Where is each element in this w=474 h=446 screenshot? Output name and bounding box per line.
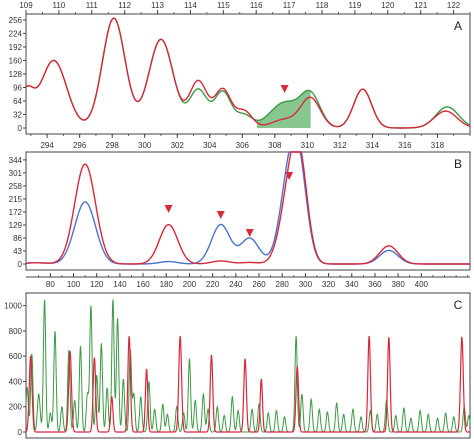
panel-b-chart: 344 301 258 215 172 129 86 43 0 B	[9, 151, 471, 271]
panel-c-label: C	[454, 298, 463, 312]
y-tick-label: 256	[9, 16, 23, 25]
x-tick-label: 80	[46, 280, 55, 289]
y-tick-label: 0	[18, 428, 23, 437]
x-tick-label: 119	[349, 1, 362, 10]
y-tick-label: 400	[9, 377, 23, 386]
panel-a-y-axis: 256 224 192 160 128 96 64 32 0	[9, 16, 26, 133]
x-tick-label: 340	[345, 280, 359, 289]
peak-arrow-marker	[285, 172, 294, 180]
x-tick-label: 114	[184, 1, 197, 10]
x-tick-label: 121	[414, 1, 428, 10]
y-tick-label: 128	[9, 70, 23, 79]
x-tick-label: 116	[250, 1, 263, 10]
x-tick-label: 300	[138, 141, 152, 150]
x-tick-label: 298	[106, 141, 120, 150]
panel-b-frame	[25, 151, 471, 271]
x-tick-label: 310	[301, 141, 315, 150]
x-tick-label: 312	[333, 141, 347, 150]
y-tick-label: 258	[9, 182, 23, 191]
panel-c-y-axis: 1000 800 600 400 200 0	[4, 302, 26, 437]
peak-arrow-marker	[245, 229, 254, 237]
x-tick-label: 260	[252, 280, 266, 289]
x-tick-label: 117	[283, 1, 296, 10]
panel-a-label: A	[454, 19, 462, 33]
peak-arrow-marker	[280, 85, 289, 93]
x-tick-label: 200	[183, 280, 197, 289]
x-tick-label: 302	[171, 141, 185, 150]
y-tick-label: 172	[9, 208, 23, 217]
y-tick-label: 344	[9, 156, 23, 165]
y-tick-label: 96	[13, 83, 22, 92]
panel-a-series-green	[25, 17, 471, 129]
panel-b-label: B	[454, 157, 462, 171]
x-tick-label: 109	[19, 1, 33, 10]
peak-arrow-marker	[164, 205, 173, 213]
x-tick-label: 400	[415, 280, 429, 289]
x-tick-label: 380	[391, 280, 405, 289]
panel-a-arrows	[280, 85, 289, 93]
x-tick-label: 240	[229, 280, 243, 289]
x-tick-label: 304	[203, 141, 217, 150]
x-tick-label: 111	[86, 1, 99, 10]
y-tick-label: 86	[13, 234, 22, 243]
x-tick-label: 360	[368, 280, 382, 289]
y-tick-label: 192	[9, 43, 23, 52]
x-tick-label: 320	[322, 280, 336, 289]
x-tick-label: 110	[53, 1, 66, 10]
x-tick-label: 314	[366, 141, 380, 150]
x-tick-label: 120	[90, 280, 104, 289]
y-tick-label: 600	[9, 352, 23, 361]
y-tick-label: 32	[13, 110, 22, 119]
panel-a-series-red	[25, 17, 471, 129]
panel-a-top-axis: 109 110 111 112 113 114 115 116 117 118 119 120 121 1…	[19, 1, 471, 14]
y-tick-label: 0	[18, 260, 23, 269]
x-tick-label: 296	[73, 141, 87, 150]
x-tick-label: 113	[151, 1, 164, 10]
x-tick-label: 180	[160, 280, 174, 289]
x-tick-label: 115	[217, 1, 230, 10]
x-tick-label: 220	[206, 280, 220, 289]
x-tick-label: 112	[118, 1, 131, 10]
y-tick-label: 200	[9, 403, 23, 412]
panel-c-top-axis: 80 100 120 140 160 180 200 220 240 260 280 300 320 34…	[26, 273, 470, 289]
x-tick-label: 122	[447, 1, 461, 10]
panel-c-chart: 80 100 120 140 160 180 200 220 240 260 280 300 320 34…	[4, 273, 471, 439]
y-tick-label: 800	[9, 327, 23, 336]
panel-a-shaded-peak	[256, 90, 311, 128]
x-tick-label: 140	[113, 280, 127, 289]
y-tick-label: 301	[9, 169, 23, 178]
y-tick-label: 64	[13, 97, 22, 106]
panel-c-frame	[25, 292, 471, 439]
y-tick-label: 43	[13, 247, 22, 256]
panel-b-y-axis: 344 301 258 215 172 129 86 43 0	[9, 156, 26, 269]
panel-a-bottom-axis: 294 296 298 300 302 304 306 308 310 312 314 316 318	[30, 134, 471, 150]
y-tick-label: 1000	[4, 302, 22, 311]
panel-a-chart: 109 110 111 112 113 114 115 116 117 118 119 120 121 1…	[9, 1, 471, 150]
x-tick-label: 280	[276, 280, 290, 289]
x-tick-label: 308	[268, 141, 282, 150]
panel-c-series-red	[25, 335, 470, 433]
x-tick-label: 120	[381, 1, 395, 10]
x-tick-label: 300	[299, 280, 313, 289]
x-tick-label: 160	[136, 280, 150, 289]
y-tick-label: 0	[18, 124, 23, 133]
x-tick-label: 318	[431, 141, 445, 150]
peak-arrow-marker	[216, 211, 225, 219]
y-tick-label: 215	[9, 195, 23, 204]
y-tick-label: 129	[9, 221, 23, 230]
y-tick-label: 160	[9, 56, 23, 65]
x-tick-label: 118	[316, 1, 329, 10]
panel-c-series-green	[25, 299, 471, 433]
x-tick-label: 306	[236, 141, 250, 150]
x-tick-label: 100	[67, 280, 81, 289]
panel-b-arrows	[164, 172, 294, 237]
x-tick-label: 294	[40, 141, 54, 150]
panel-b-series-blue	[25, 151, 470, 265]
x-tick-label: 316	[398, 141, 412, 150]
panel-b-series-red	[25, 151, 470, 265]
y-tick-label: 224	[9, 29, 23, 38]
